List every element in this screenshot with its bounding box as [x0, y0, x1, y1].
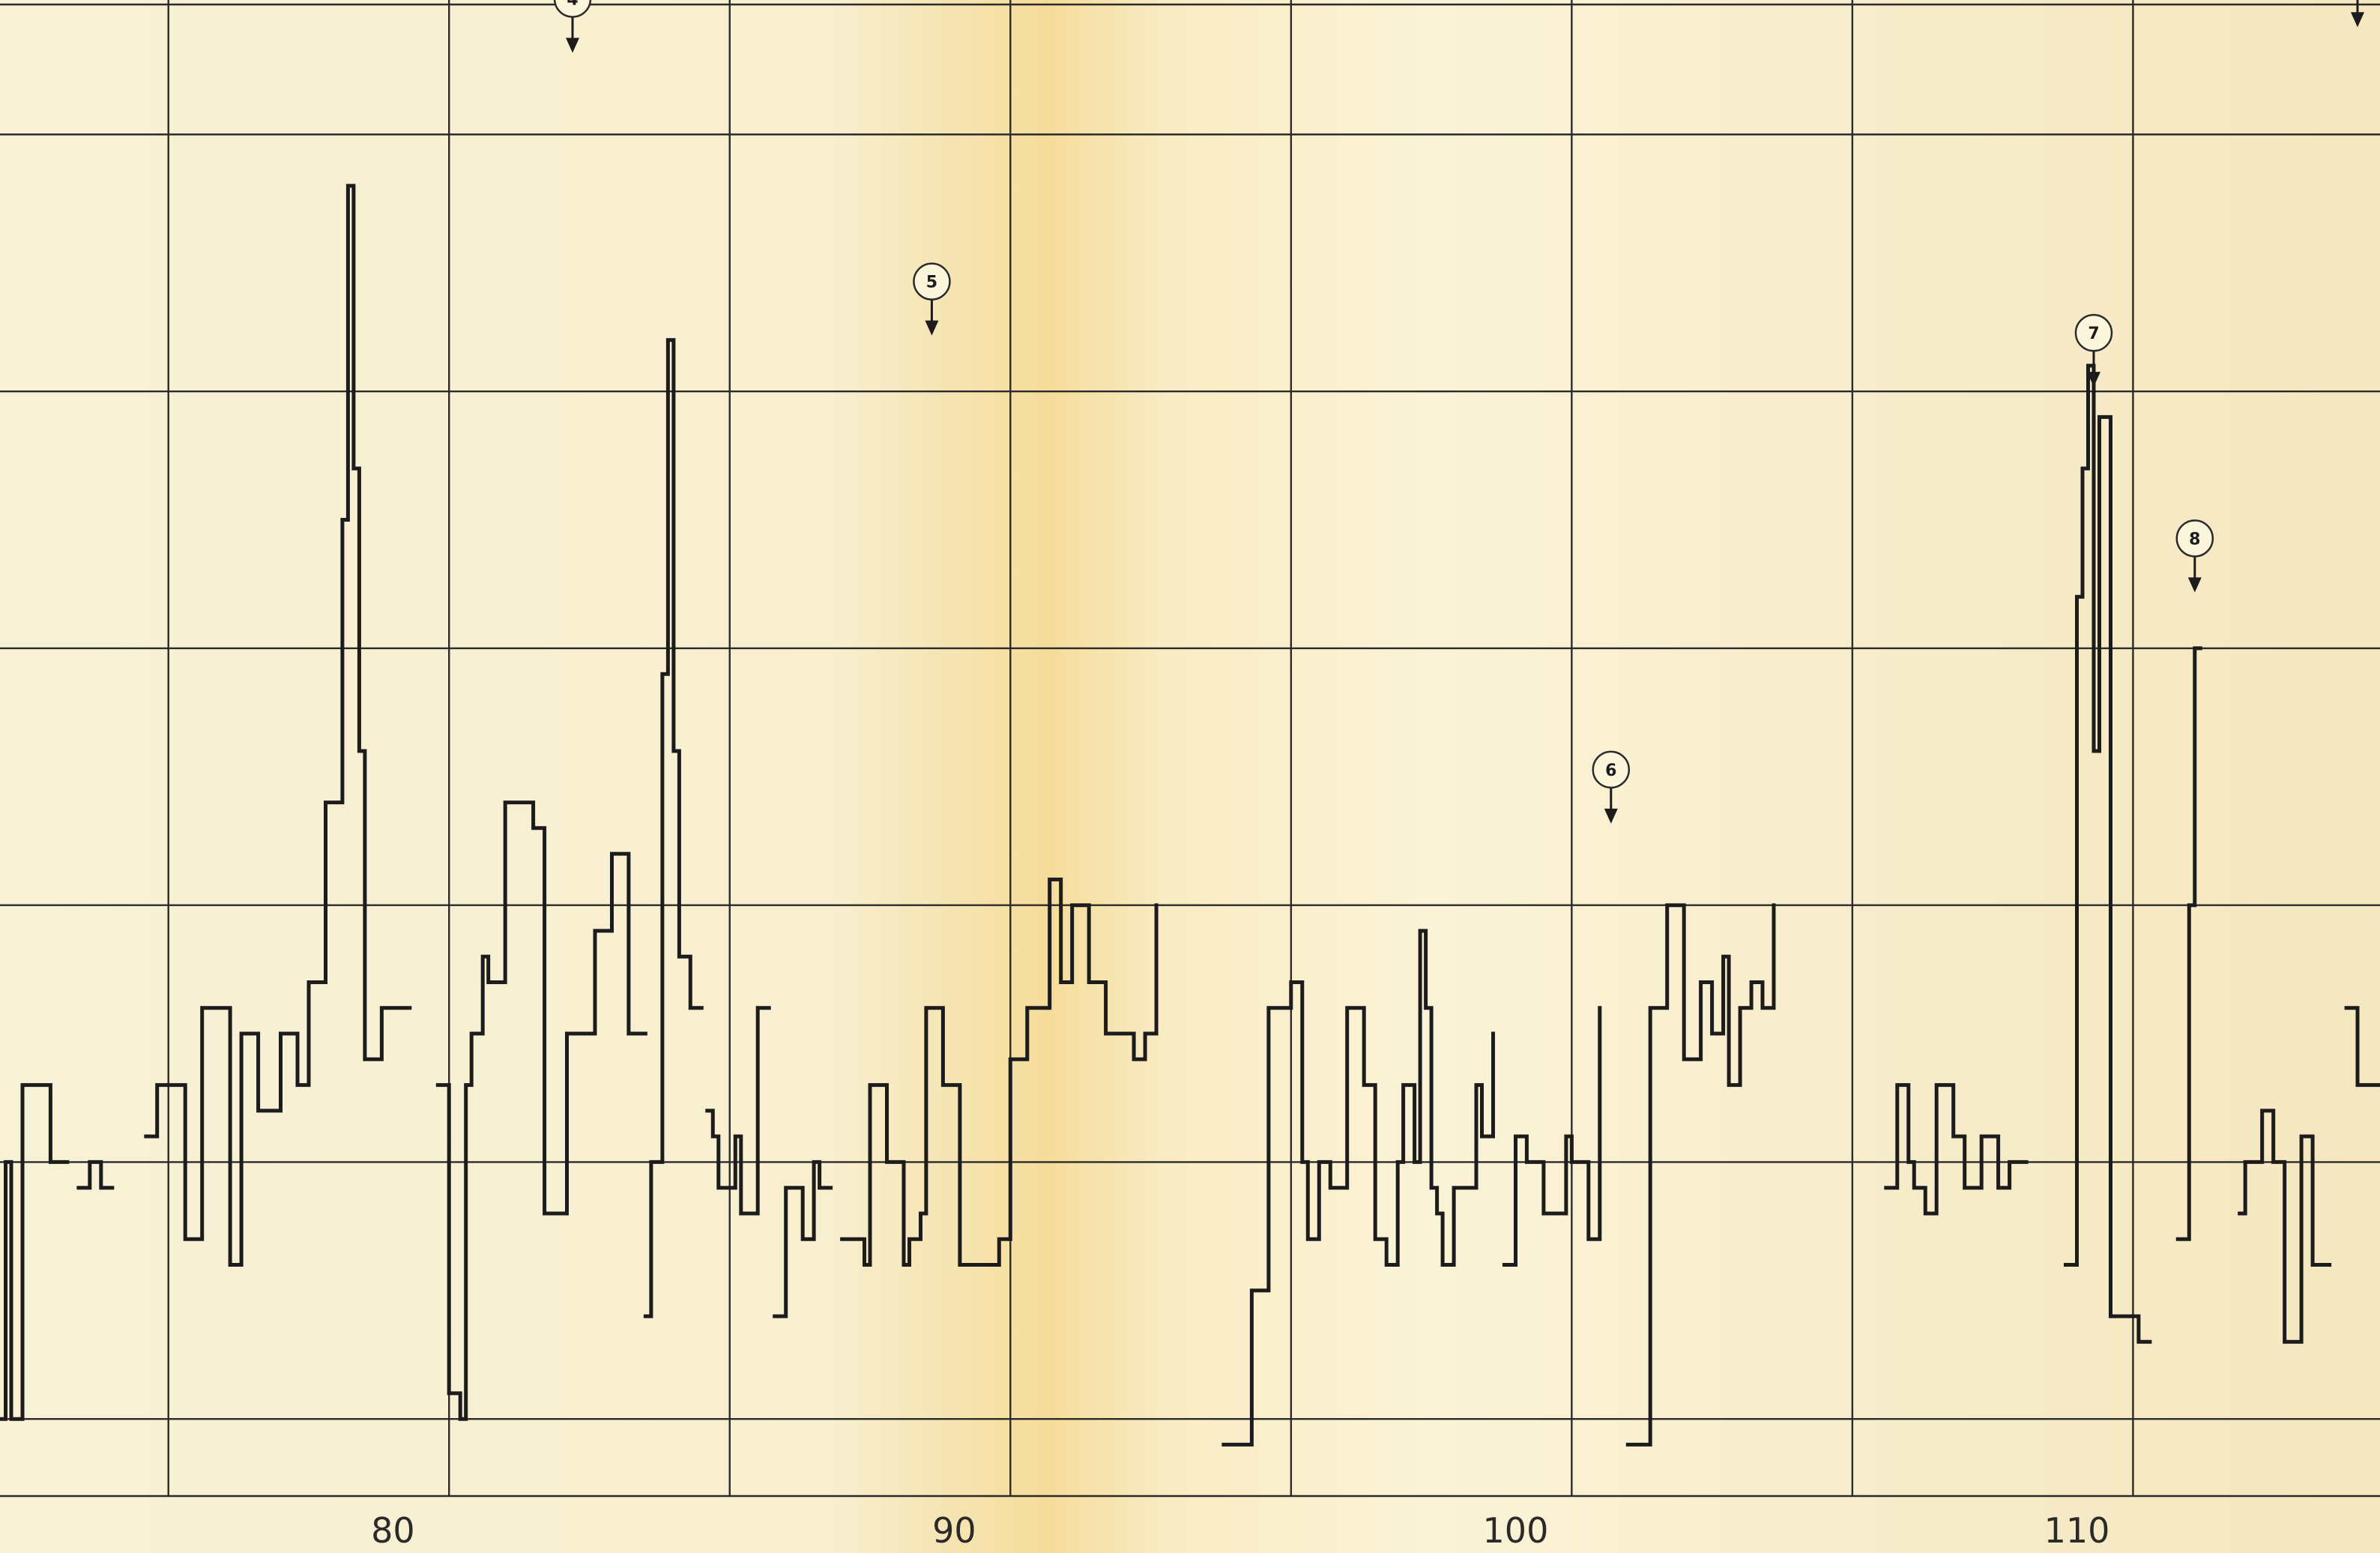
- peak-marker-layer: 4 5 6 7 8 9: [553, 0, 2364, 824]
- peak-marker-arrowhead: [1604, 808, 1618, 824]
- step-series-segment-5: [643, 338, 704, 1318]
- series-layer: [0, 184, 2380, 1447]
- step-series-segment-11: [1625, 903, 1776, 1447]
- peak-marker-label: 4: [567, 0, 578, 10]
- step-series-segment-12: [1884, 1083, 2029, 1216]
- peak-marker-8: 8: [2175, 519, 2214, 593]
- peak-marker-circle: [2074, 313, 2113, 352]
- step-series-segment-14: [2175, 646, 2202, 1241]
- peak-marker-label: 7: [2088, 325, 2099, 343]
- peak-marker-circle: [1592, 750, 1631, 789]
- step-series-segment-4: [435, 800, 647, 1421]
- peak-marker-7: 7: [2074, 313, 2113, 388]
- step-series-segment-6: [705, 1006, 771, 1216]
- grid-layer: [0, 0, 2380, 1498]
- step-series-segment-3: [144, 184, 412, 1267]
- x-tick-label-layer: 80 90 100 110: [371, 1510, 2109, 1551]
- peak-marker-4: 4: [553, 0, 592, 53]
- step-series-segment-13: [2064, 364, 2152, 1344]
- x-tick-label: 80: [371, 1510, 415, 1551]
- x-tick-label: 100: [1483, 1510, 1549, 1551]
- peak-marker-label: 6: [1605, 762, 1616, 780]
- peak-marker-circle: [913, 262, 951, 301]
- peak-marker-5: 5: [913, 262, 951, 336]
- step-series-segment-8: [840, 877, 1159, 1267]
- step-series-segment-15: [2238, 1109, 2332, 1344]
- step-series-segment-1: [0, 1083, 70, 1421]
- peak-marker-circle: [2175, 519, 2214, 558]
- x-tick-label: 110: [2044, 1510, 2110, 1551]
- step-series-segment-16: [2344, 1006, 2380, 1088]
- x-tick-label: 90: [932, 1510, 976, 1551]
- peak-marker-6: 6: [1592, 750, 1631, 824]
- step-series-segment-9: [1221, 929, 1495, 1447]
- step-series-segment-7: [773, 1160, 833, 1318]
- peak-marker-label: 8: [2189, 530, 2200, 549]
- peak-marker-arrowhead: [2187, 577, 2202, 593]
- peak-marker-label: 5: [926, 274, 937, 292]
- peak-marker-arrowhead: [925, 320, 939, 336]
- peak-marker-9: 9: [2351, 0, 2364, 28]
- step-series-segment-10: [1502, 1006, 1602, 1267]
- peak-marker-circle: [553, 0, 592, 18]
- step-series-segment-2: [76, 1160, 115, 1190]
- peak-marker-arrowhead: [2351, 12, 2364, 28]
- peak-marker-arrowhead: [566, 37, 580, 53]
- peak-marker-arrowhead: [2086, 372, 2100, 388]
